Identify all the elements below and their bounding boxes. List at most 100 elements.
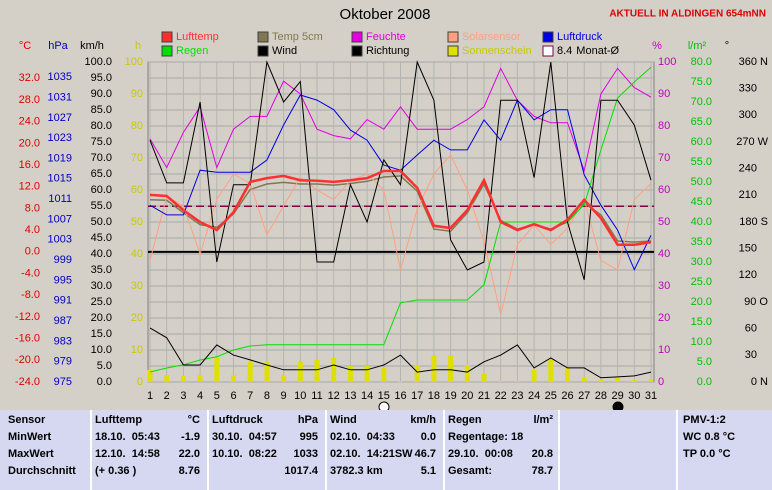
x-tick-label: 17 <box>411 390 423 402</box>
table-cell: MinWert <box>8 431 52 443</box>
axis-unit: h <box>135 40 141 52</box>
table-cell: 3782.3 km <box>330 465 383 477</box>
y-tick-label: 0.0 <box>25 246 40 258</box>
stats-table: Sensor Lufttemp °C Luftdruck hPa Wind km/h Rege… <box>0 410 772 490</box>
legend-swatch <box>257 31 269 43</box>
series-line <box>149 153 652 315</box>
sunshine-bar <box>514 381 520 382</box>
x-tick-label: 6 <box>230 390 236 402</box>
y-tick-label: 60 <box>131 184 143 196</box>
y-tick-label: 20 <box>131 312 143 324</box>
y-tick-label: 20.0 <box>91 312 112 324</box>
legend-label: Feuchte <box>366 31 406 43</box>
y-tick-label: 75.0 <box>691 76 712 88</box>
axis-unit: hPa <box>48 40 68 52</box>
legend-label: Monat-Ø <box>576 45 619 57</box>
sunshine-bar <box>565 367 570 382</box>
column-separator <box>676 410 678 490</box>
y-tick-label: 25.0 <box>691 276 712 288</box>
table-cell: hPa <box>297 414 318 426</box>
column-separator <box>325 410 327 490</box>
legend-swatch <box>351 45 363 57</box>
legend-swatch <box>351 31 363 43</box>
sunshine-bar <box>264 361 270 382</box>
y-tick-label: 65.0 <box>691 116 712 128</box>
legend-label: Lufttemp <box>176 31 219 43</box>
y-tick-label: 8.0 <box>25 202 40 214</box>
y-tick-label: 100.0 <box>84 56 112 68</box>
sunshine-bar <box>615 377 621 382</box>
moon-new <box>612 401 624 410</box>
y-tick-label: 30 <box>745 349 757 361</box>
y-tick-label: 120 <box>739 269 757 281</box>
x-tick-label: 3 <box>180 390 186 402</box>
y-tick-label: 40 <box>131 248 143 260</box>
table-cell: km/h <box>410 414 436 426</box>
y-tick-label: 1027 <box>48 112 72 124</box>
table-cell: Wind <box>330 414 357 426</box>
sunshine-bar <box>331 358 337 382</box>
sunshine-bar <box>548 359 554 382</box>
y-tick-label: 0.0 <box>97 376 112 388</box>
y-tick-label: 20.0 <box>19 137 40 149</box>
legend-label: Luftdruck <box>557 31 603 43</box>
y-tick-label: 979 <box>54 356 72 368</box>
y-tick-label: -20.0 <box>15 354 40 366</box>
chart: Oktober 2008 AKTUELL IN ALDINGEN 654mNN … <box>15 6 769 410</box>
y-tick-label: 55.0 <box>691 156 712 168</box>
series-line <box>149 327 652 379</box>
sunshine-bar <box>431 355 437 382</box>
table-cell: 30.10. 04:57 <box>212 431 277 443</box>
y-tick-label: 991 <box>54 295 72 307</box>
sunshine-bar <box>297 361 303 382</box>
legend-label: Regen <box>176 45 208 57</box>
legend-label: Wind <box>272 45 297 57</box>
column-separator <box>443 410 445 490</box>
table-cell: 02.10. 04:33 <box>330 431 395 443</box>
y-tick-label: 50 <box>658 216 670 228</box>
legend-value: 8.4 <box>557 45 572 57</box>
sunshine-bar <box>164 374 170 382</box>
y-tick-label: 210 <box>739 189 757 201</box>
y-tick-label: 1003 <box>48 234 72 246</box>
y-tick-label: 40.0 <box>91 248 112 260</box>
x-tick-label: 24 <box>528 390 540 402</box>
table-cell: 5.1 <box>420 465 436 477</box>
y-tick-label: 40 <box>658 248 670 260</box>
y-tick-label: 70.0 <box>691 96 712 108</box>
sunshine-bar <box>247 361 253 382</box>
sunshine-bar <box>347 366 353 382</box>
y-tick-label: 983 <box>54 335 72 347</box>
y-tick-label: 15.0 <box>691 316 712 328</box>
x-tick-label: 8 <box>264 390 270 402</box>
y-tick-label: 10 <box>658 344 670 356</box>
sunshine-bar <box>581 377 587 382</box>
y-tick-label: 45.0 <box>691 196 712 208</box>
sunshine-bar <box>448 355 454 382</box>
x-tick-label: 23 <box>511 390 523 402</box>
y-tick-label: 50.0 <box>691 176 712 188</box>
y-tick-label: 90.0 <box>91 88 112 100</box>
x-tick-label: 29 <box>611 390 623 402</box>
y-tick-label: 70 <box>658 152 670 164</box>
table-cell: Sensor <box>8 414 46 426</box>
y-tick-label: 45.0 <box>91 232 112 244</box>
axis-unit: l/m² <box>688 40 707 52</box>
y-tick-label: 35.0 <box>691 236 712 248</box>
y-tick-label: 85.0 <box>91 104 112 116</box>
x-tick-label: 2 <box>164 390 170 402</box>
table-cell: 1033 <box>293 448 318 460</box>
y-tick-label: 300 <box>739 109 757 121</box>
sunshine-bar <box>464 365 470 382</box>
sunshine-bar <box>598 380 604 382</box>
y-tick-label: 70.0 <box>91 152 112 164</box>
sunshine-bar <box>180 375 186 382</box>
table-cell: -1.9 <box>181 431 200 443</box>
legend-swatch <box>161 45 173 57</box>
column-separator <box>207 410 209 490</box>
axis-unit: °C <box>19 40 31 52</box>
x-tick-label: 4 <box>197 390 203 402</box>
y-tick-label: 40.0 <box>691 216 712 228</box>
y-tick-label: 1023 <box>48 132 72 144</box>
y-tick-label: 60.0 <box>91 184 112 196</box>
